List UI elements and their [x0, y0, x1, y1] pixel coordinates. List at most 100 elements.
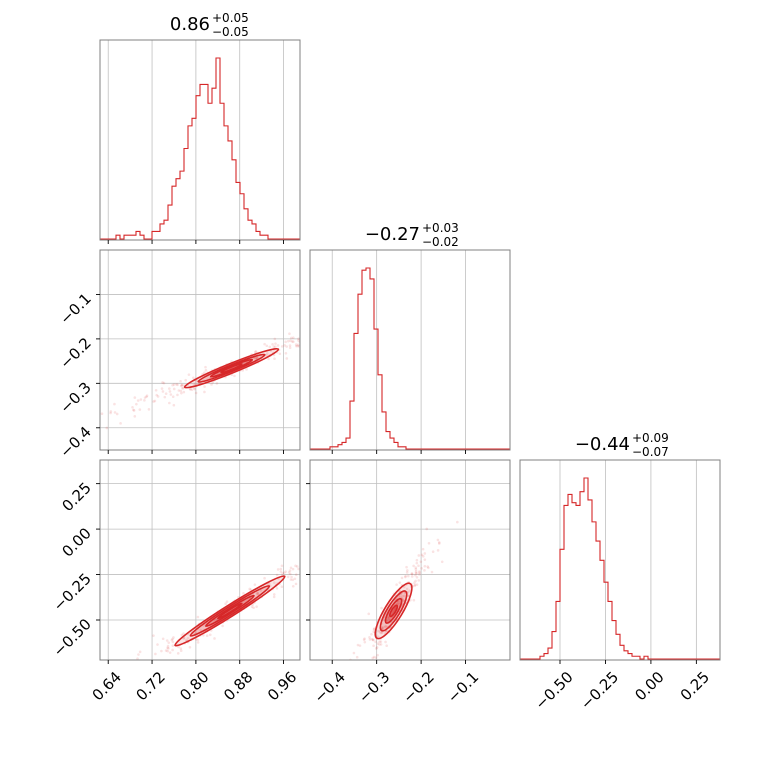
scatter-point: [180, 383, 184, 387]
scatter-point: [113, 411, 117, 414]
scatter-point: [405, 565, 408, 569]
scatter-point: [154, 388, 158, 392]
scatter-point: [288, 332, 291, 336]
scatter-point: [283, 344, 286, 347]
scatter-point: [423, 569, 426, 572]
scatter-point: [415, 571, 418, 575]
scatter-point: [371, 656, 375, 660]
scatter-point: [386, 616, 390, 619]
scatter-point: [118, 662, 121, 665]
scatter-point: [255, 605, 258, 608]
scatter-point: [421, 547, 425, 551]
scatter-point: [333, 557, 336, 560]
x-tick-label: −0.25: [577, 668, 622, 713]
title-median: −0.27: [365, 224, 420, 245]
panel-p1_p2-plot-area: [310, 460, 510, 702]
scatter-point: [372, 627, 376, 630]
scatter-point: [417, 554, 421, 557]
scatter-point: [327, 554, 330, 557]
scatter-point: [372, 628, 376, 631]
scatter-point: [276, 568, 280, 571]
scatter-point: [320, 336, 323, 339]
scatter-point: [288, 346, 292, 350]
scatter-point: [436, 538, 440, 542]
panel-diag-p0: 0.86 +0.05−0.05: [99, 11, 301, 244]
scatter-point: [203, 371, 206, 374]
scatter-point: [289, 578, 293, 581]
scatter-point: [386, 619, 389, 622]
scatter-point: [130, 683, 133, 686]
scatter-point: [303, 564, 306, 567]
scatter-point: [405, 571, 409, 574]
scatter-point: [371, 665, 374, 668]
scatter-point: [171, 395, 175, 399]
contour-level: [197, 353, 266, 383]
scatter-point: [161, 390, 165, 393]
scatter-point: [322, 340, 325, 343]
scatter-point: [415, 561, 419, 565]
scatter-point: [415, 576, 419, 579]
scatter-point: [279, 570, 283, 573]
scatter-point: [153, 399, 157, 403]
scatter-point: [385, 644, 388, 648]
scatter-point: [437, 541, 441, 544]
scatter-point: [338, 537, 341, 540]
scatter-point: [166, 649, 169, 653]
scatter-point: [145, 394, 149, 397]
scatter-point: [274, 342, 277, 345]
scatter-point: [316, 321, 319, 324]
scatter-point: [352, 670, 355, 673]
scatter-point: [138, 650, 142, 654]
scatter-point: [63, 704, 66, 707]
scatter-point: [377, 629, 380, 633]
scatter-point: [340, 699, 343, 702]
scatter-point: [161, 381, 164, 384]
panel-p0_p2-plot-area: [63, 460, 341, 707]
panel-diag-p2-plot-area: [520, 460, 720, 660]
x-tick-label: −0.3: [355, 668, 393, 706]
scatter-point: [113, 402, 116, 406]
scatter-point: [370, 632, 373, 636]
panel-p0_p2-border: [99, 459, 301, 661]
scatter-point: [142, 673, 145, 676]
scatter-point: [415, 583, 419, 586]
scatter-point: [255, 356, 259, 360]
scatter-point: [170, 638, 174, 642]
scatter-point: [294, 564, 297, 568]
contour-level: [216, 602, 243, 620]
scatter-point: [208, 633, 212, 637]
scatter-point: [175, 383, 178, 386]
scatter-point: [169, 393, 173, 396]
scatter-point: [196, 638, 200, 642]
scatter-point: [297, 337, 300, 341]
scatter-point: [367, 612, 371, 616]
scatter-point: [190, 388, 194, 392]
scatter-point: [109, 410, 113, 413]
scatter-point: [387, 301, 390, 304]
scatter-point: [271, 343, 274, 346]
scatter-point: [420, 567, 423, 570]
scatter-point: [167, 647, 170, 650]
scatter-point: [319, 338, 322, 341]
scatter-point: [414, 579, 417, 583]
y-tick-label: −0.25: [50, 570, 95, 615]
scatter-point: [248, 587, 251, 591]
scatter-point: [133, 396, 137, 399]
scatter-point: [413, 584, 417, 588]
scatter-point: [293, 577, 297, 581]
scatter-point: [418, 570, 421, 573]
scatter-point: [168, 387, 171, 390]
scatter-point: [119, 422, 122, 425]
scatter-point: [193, 387, 197, 391]
scatter-point: [176, 383, 179, 387]
scatter-point: [168, 401, 171, 405]
x-tick-label: 0.25: [677, 668, 713, 704]
scatter-point: [301, 337, 304, 340]
scatter-point: [295, 344, 298, 348]
scatter-point: [304, 558, 307, 561]
panel-p1_p2-border: [309, 459, 511, 661]
scatter-point: [282, 571, 286, 575]
scatter-point: [384, 624, 388, 628]
scatter-point: [382, 625, 385, 629]
scatter-point: [187, 373, 191, 376]
